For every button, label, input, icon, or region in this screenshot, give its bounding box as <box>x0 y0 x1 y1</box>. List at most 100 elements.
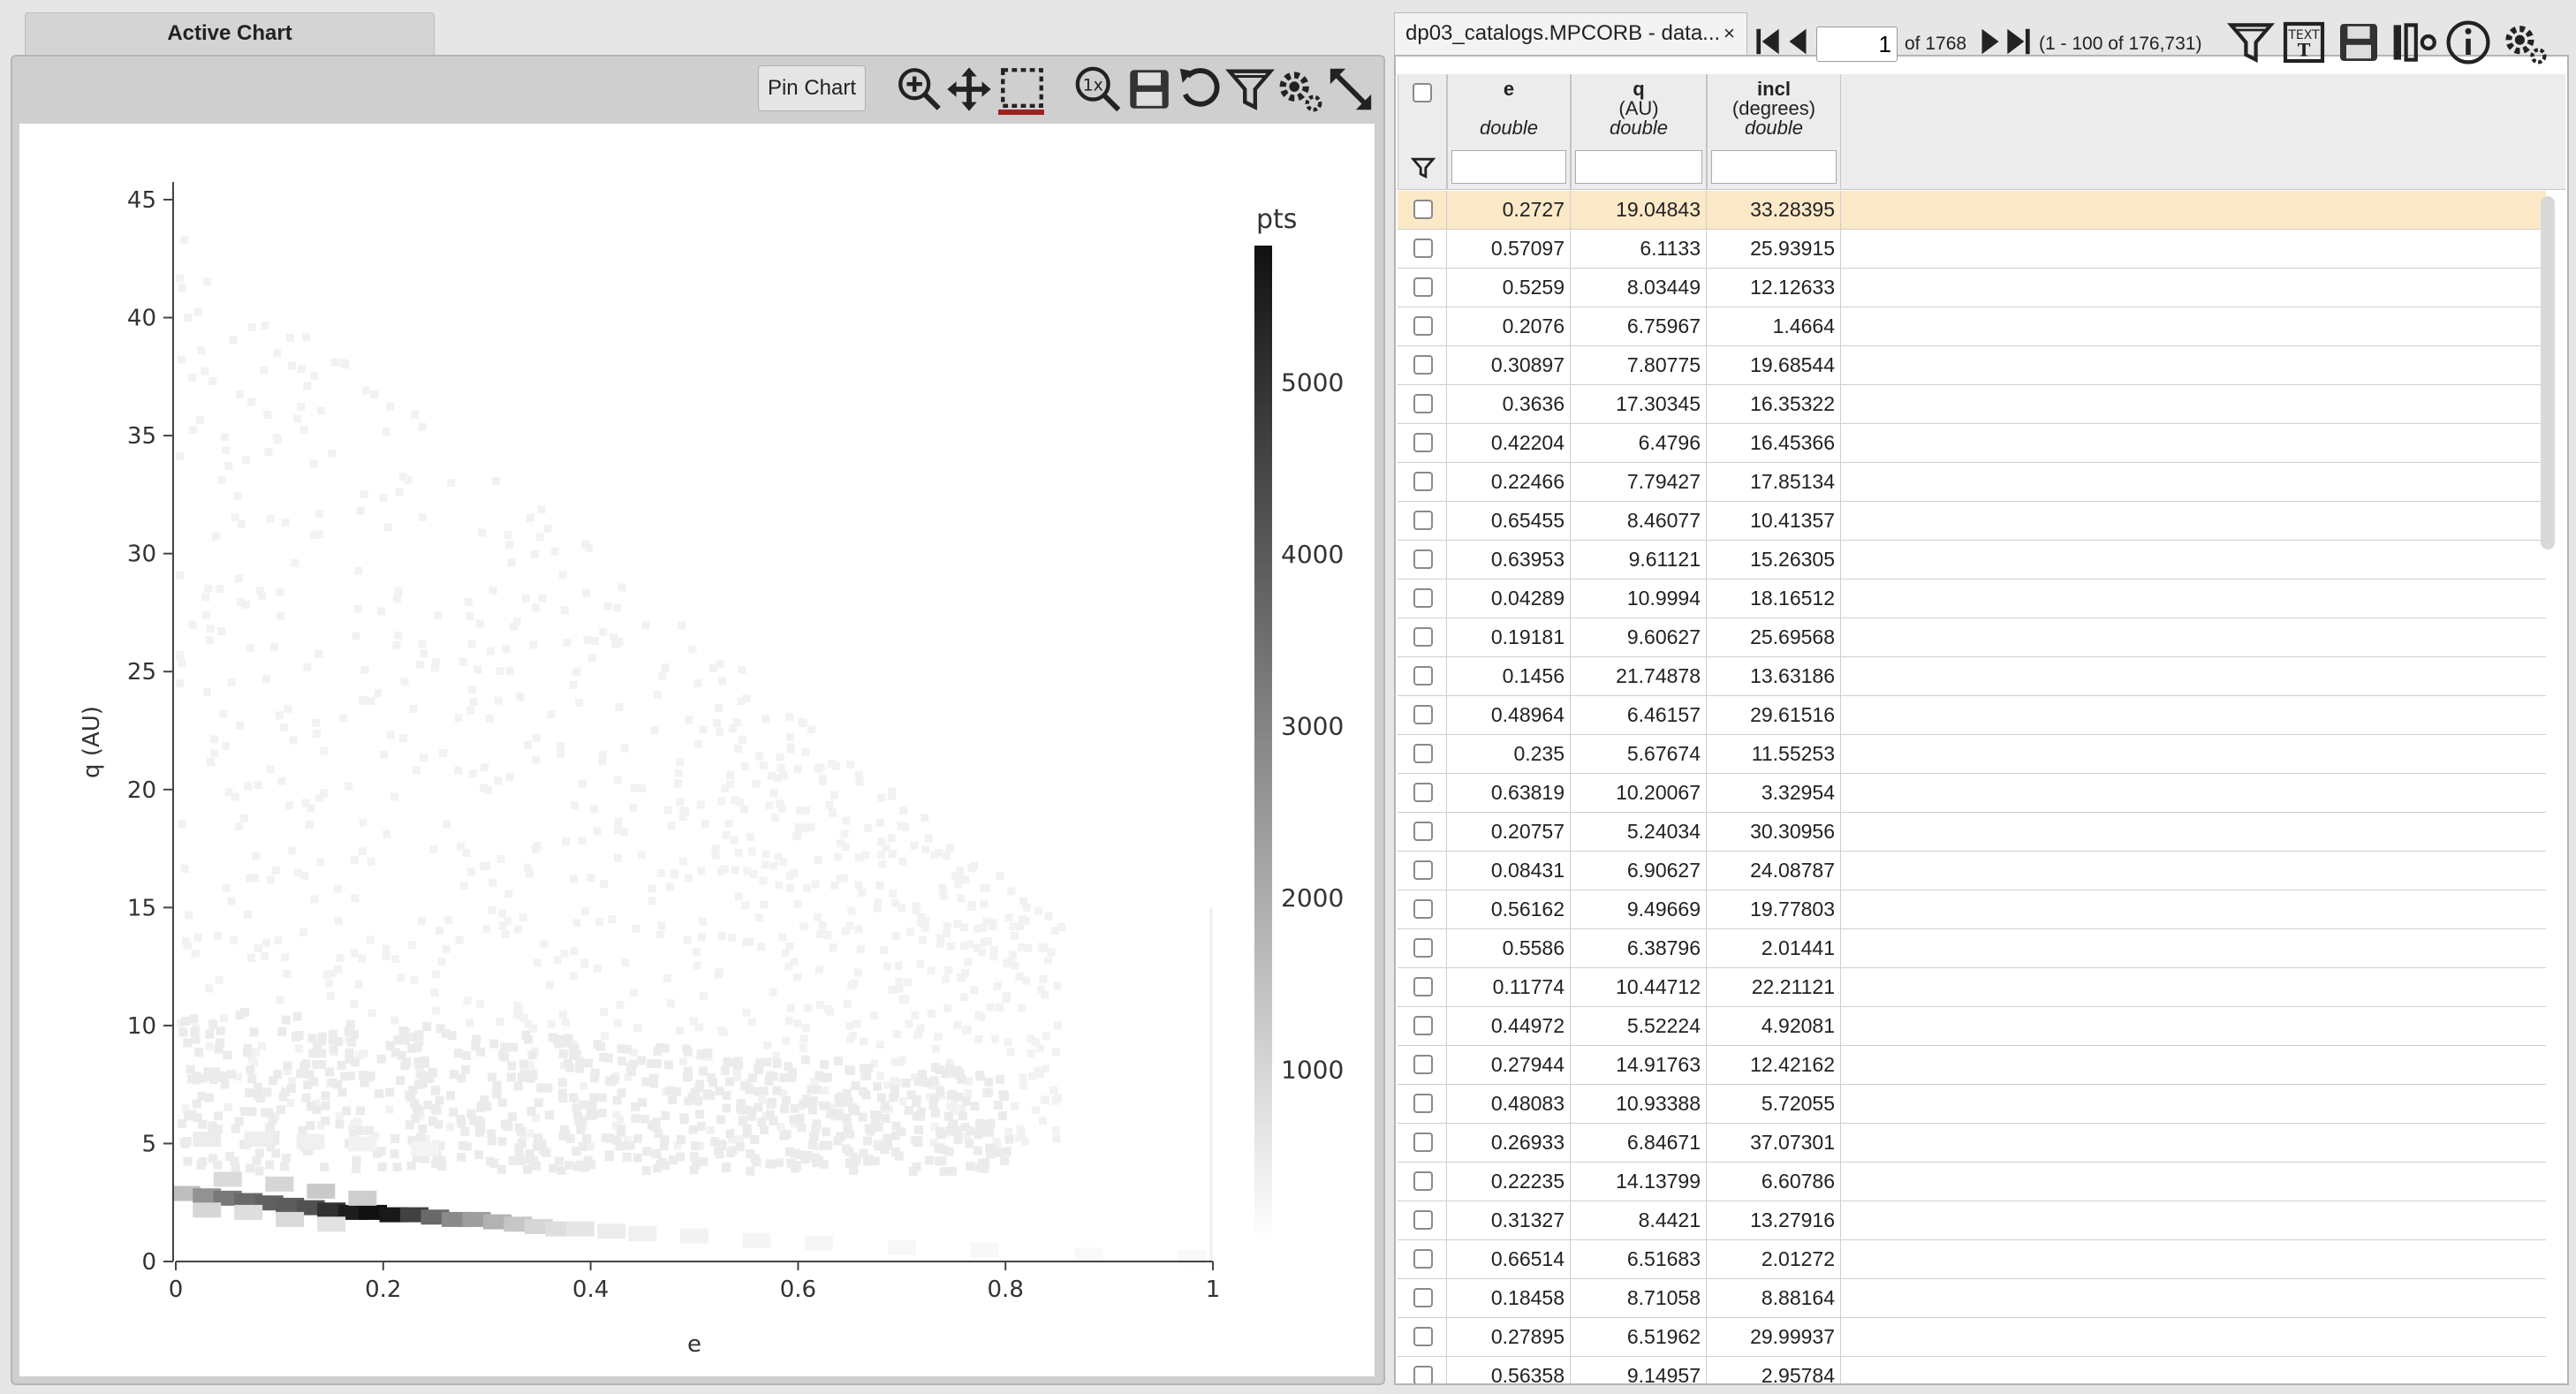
select-all-checkbox[interactable] <box>1413 83 1432 102</box>
table-row[interactable]: 0.1456 21.74878 13.63186 <box>1398 657 2546 696</box>
column-filter-input[interactable] <box>1575 150 1702 184</box>
vertical-scrollbar[interactable] <box>2541 196 2555 549</box>
table-row[interactable]: 0.65455 8.46077 10.41357 <box>1398 502 2546 541</box>
column-filter-input[interactable] <box>1451 150 1566 184</box>
table-row[interactable]: 0.57097 6.1133 25.93915 <box>1398 230 2546 269</box>
row-checkbox[interactable] <box>1413 1366 1433 1383</box>
table-row[interactable]: 0.63953 9.61121 15.26305 <box>1398 541 2546 580</box>
table-row[interactable]: 0.04289 10.9994 18.16512 <box>1398 580 2546 618</box>
table-row[interactable]: 0.2076 6.75967 1.4664 <box>1398 307 2546 346</box>
table-row[interactable]: 0.27944 14.91763 12.42162 <box>1398 1046 2546 1085</box>
density-cell <box>350 856 359 865</box>
save-icon[interactable] <box>1124 64 1175 115</box>
row-checkbox[interactable] <box>1413 239 1433 258</box>
row-checkbox[interactable] <box>1413 899 1433 919</box>
table-row[interactable]: 0.42204 6.4796 16.45366 <box>1398 424 2546 463</box>
text-view-icon[interactable]: TEXT T <box>2279 16 2329 69</box>
row-checkbox[interactable] <box>1413 1327 1433 1346</box>
row-checkbox[interactable] <box>1413 1055 1433 1074</box>
row-checkbox[interactable] <box>1413 977 1433 996</box>
close-icon[interactable]: × <box>1724 22 1735 44</box>
column-options-icon[interactable] <box>2389 16 2438 69</box>
row-checkbox[interactable] <box>1413 588 1433 608</box>
zoom-in-icon[interactable] <box>894 64 945 115</box>
row-checkbox[interactable] <box>1413 394 1433 413</box>
row-checkbox[interactable] <box>1413 744 1433 763</box>
table-row[interactable]: 0.2727 19.04843 33.28395 <box>1398 191 2546 230</box>
row-checkbox[interactable] <box>1413 1249 1433 1269</box>
table-row[interactable]: 0.19181 9.60627 25.69568 <box>1398 618 2546 657</box>
row-checkbox[interactable] <box>1413 549 1433 569</box>
row-checkbox[interactable] <box>1413 938 1433 958</box>
row-checkbox[interactable] <box>1413 511 1433 530</box>
settings-icon[interactable] <box>1274 64 1325 115</box>
table-row[interactable]: 0.56358 9.14957 2.95784 <box>1398 1357 2546 1383</box>
filter-icon[interactable] <box>1224 64 1276 115</box>
table-row[interactable]: 0.30897 7.80775 19.68544 <box>1398 346 2546 385</box>
page-number-input[interactable] <box>1816 27 1898 62</box>
info-icon[interactable] <box>2443 16 2493 69</box>
row-checkbox[interactable] <box>1413 860 1433 880</box>
table-row[interactable]: 0.08431 6.90627 24.08787 <box>1398 852 2546 890</box>
expand-icon[interactable] <box>1325 64 1376 115</box>
row-checkbox[interactable] <box>1413 277 1433 297</box>
row-checkbox[interactable] <box>1413 1133 1433 1152</box>
row-checkbox[interactable] <box>1413 822 1433 841</box>
table-row[interactable]: 0.22235 14.13799 6.60786 <box>1398 1163 2546 1201</box>
column-header-q[interactable]: q (AU) double <box>1571 74 1707 189</box>
table-row[interactable]: 0.48964 6.46157 29.61516 <box>1398 696 2546 735</box>
cell-divider <box>1446 424 1447 462</box>
row-checkbox[interactable] <box>1413 355 1433 375</box>
next-page-icon[interactable] <box>1975 25 2005 58</box>
prev-page-icon[interactable] <box>1783 25 1813 58</box>
row-checkbox[interactable] <box>1413 1288 1433 1307</box>
settings-icon[interactable] <box>2500 16 2549 69</box>
table-row[interactable]: 0.235 5.67674 11.55253 <box>1398 735 2546 774</box>
save-icon[interactable] <box>2334 16 2383 69</box>
tab-table[interactable]: dp03_catalogs.MPCORB - data... × <box>1394 12 1747 55</box>
table-row[interactable]: 0.18458 8.71058 8.88164 <box>1398 1279 2546 1318</box>
row-checkbox[interactable] <box>1413 627 1433 647</box>
row-checkbox[interactable] <box>1413 316 1433 336</box>
table-row[interactable]: 0.22466 7.79427 17.85134 <box>1398 463 2546 502</box>
pan-icon[interactable] <box>943 64 995 115</box>
select-area-icon[interactable] <box>996 64 1048 115</box>
row-checkbox[interactable] <box>1413 705 1433 724</box>
row-checkbox[interactable] <box>1413 666 1433 686</box>
row-checkbox[interactable] <box>1413 1210 1433 1230</box>
table-row[interactable]: 0.66514 6.51683 2.01272 <box>1398 1240 2546 1279</box>
table-row[interactable]: 0.31327 8.4421 13.27916 <box>1398 1201 2546 1240</box>
table-row[interactable]: 0.48083 10.93388 5.72055 <box>1398 1085 2546 1124</box>
filter-icon[interactable] <box>2226 16 2276 69</box>
first-page-icon[interactable] <box>1753 25 1783 58</box>
column-header-e[interactable]: e double <box>1447 74 1571 189</box>
row-checkbox[interactable] <box>1413 1171 1433 1191</box>
column-filter-input[interactable] <box>1711 150 1837 184</box>
last-page-icon[interactable] <box>2004 25 2034 58</box>
tab-active-chart[interactable]: Active Chart <box>25 12 435 55</box>
table-row[interactable]: 0.3636 17.30345 16.35322 <box>1398 385 2546 424</box>
table-row[interactable]: 0.20757 5.24034 30.30956 <box>1398 813 2546 852</box>
table-row[interactable]: 0.44972 5.52224 4.92081 <box>1398 1007 2546 1046</box>
row-checkbox[interactable] <box>1413 1094 1433 1113</box>
column-header-incl[interactable]: incl (degrees) double <box>1707 74 1841 189</box>
row-checkbox[interactable] <box>1413 1016 1433 1035</box>
row-checkbox[interactable] <box>1413 783 1433 802</box>
table-row[interactable]: 0.11774 10.44712 22.21121 <box>1398 968 2546 1007</box>
table-row[interactable]: 0.56162 9.49669 19.77803 <box>1398 890 2546 929</box>
row-checkbox[interactable] <box>1413 433 1433 452</box>
table-row[interactable]: 0.26933 6.84671 37.07301 <box>1398 1124 2546 1163</box>
table-row[interactable]: 0.27895 6.51962 29.99937 <box>1398 1318 2546 1357</box>
row-checkbox[interactable] <box>1413 200 1433 219</box>
density-cell <box>699 724 708 733</box>
filter-icon[interactable] <box>1410 155 1436 180</box>
zoom-reset-icon[interactable]: 1x <box>1072 64 1124 115</box>
row-checkbox[interactable] <box>1413 472 1433 491</box>
pin-chart-button[interactable]: Pin Chart <box>758 65 866 111</box>
table-row[interactable]: 0.63819 10.20067 3.32954 <box>1398 774 2546 813</box>
plot-area[interactable]: 0 0.2 0.4 0.6 0.8 1 0 5 10 15 20 25 30 35 40 45 e q (A… <box>19 124 1375 1376</box>
restore-icon[interactable] <box>1175 64 1226 115</box>
table-row[interactable]: 0.5259 8.03449 12.12633 <box>1398 269 2546 307</box>
table-row[interactable]: 0.5586 6.38796 2.01441 <box>1398 929 2546 968</box>
